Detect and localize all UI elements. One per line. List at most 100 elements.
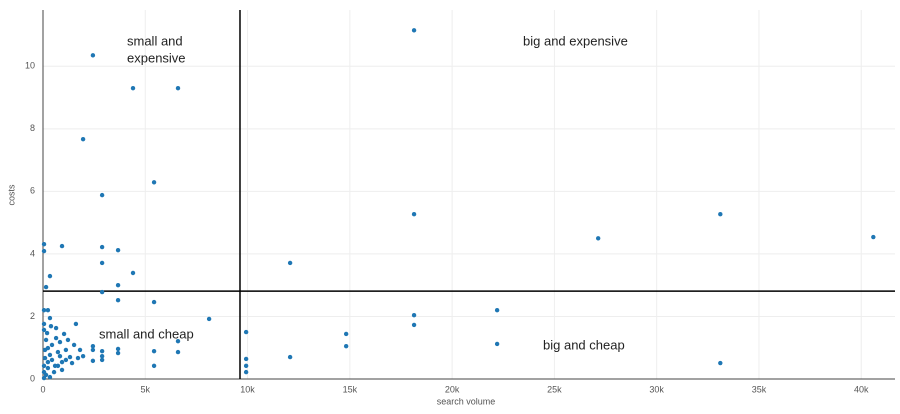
point	[411, 313, 417, 318]
point	[90, 358, 96, 364]
point	[45, 359, 51, 365]
point	[411, 322, 417, 328]
point	[61, 331, 67, 337]
point	[343, 343, 349, 349]
point	[99, 260, 105, 266]
point	[115, 350, 121, 356]
point	[287, 354, 293, 360]
point	[47, 273, 53, 279]
point	[343, 331, 349, 337]
point	[43, 284, 49, 290]
point	[57, 339, 63, 345]
point	[151, 299, 157, 305]
x-tick-label: 40k	[854, 384, 869, 394]
point	[77, 347, 83, 353]
y-tick-label: 8	[30, 123, 35, 133]
point	[151, 180, 157, 185]
point	[175, 338, 181, 344]
point	[65, 337, 71, 343]
point	[55, 363, 61, 369]
point	[243, 329, 249, 335]
y-axis-label: costs	[6, 184, 16, 206]
point	[45, 365, 51, 371]
point	[57, 353, 63, 359]
point	[115, 282, 121, 288]
x-tick-label: 25k	[547, 384, 562, 394]
point	[151, 363, 157, 369]
point	[41, 248, 47, 254]
point	[63, 347, 69, 353]
point	[41, 242, 47, 247]
point	[59, 367, 65, 373]
point	[99, 357, 105, 363]
point	[871, 234, 876, 240]
point	[49, 357, 55, 363]
point	[99, 353, 105, 359]
point	[115, 297, 121, 303]
point	[115, 346, 121, 352]
point	[55, 349, 61, 355]
x-tick-label: 35k	[752, 384, 767, 394]
point	[47, 352, 53, 358]
point	[718, 360, 723, 366]
point	[53, 335, 59, 341]
point	[90, 347, 96, 353]
point	[41, 363, 47, 369]
point	[45, 308, 51, 313]
x-axis-label: search volume	[437, 396, 496, 406]
x-tick-label: 15k	[343, 384, 358, 394]
point	[41, 308, 47, 313]
point	[51, 369, 57, 375]
point	[494, 341, 500, 347]
annotation: big and cheap	[543, 337, 625, 352]
point	[75, 355, 81, 361]
point	[49, 342, 55, 348]
x-tick-label: 0	[40, 384, 45, 394]
point	[44, 330, 50, 336]
x-tick-label: 10k	[240, 384, 255, 394]
point	[41, 375, 47, 381]
point	[130, 270, 136, 276]
point	[99, 244, 105, 250]
y-tick-label: 0	[30, 373, 35, 383]
x-tick-label: 30k	[649, 384, 664, 394]
annotation: expensive	[127, 50, 186, 65]
point	[42, 347, 48, 353]
y-tick-label: 10	[25, 61, 35, 71]
point	[90, 53, 96, 58]
point	[59, 359, 65, 365]
point	[243, 369, 249, 375]
point	[53, 325, 59, 331]
point	[99, 192, 105, 198]
point	[243, 356, 249, 362]
annotation: small and	[127, 33, 183, 48]
point	[411, 212, 417, 217]
point	[67, 354, 73, 360]
point	[287, 260, 293, 266]
point	[175, 349, 181, 355]
point	[80, 136, 86, 142]
point	[80, 353, 86, 359]
point	[90, 343, 96, 349]
point	[43, 337, 49, 343]
point	[71, 342, 77, 348]
x-tick-label: 20k	[445, 384, 460, 394]
point	[47, 315, 53, 321]
point	[41, 327, 47, 333]
point	[63, 357, 69, 363]
annotation: big and expensive	[523, 33, 628, 48]
point	[41, 321, 47, 327]
point	[718, 212, 723, 217]
point	[206, 316, 212, 322]
point	[411, 28, 417, 33]
point	[42, 355, 48, 361]
point	[47, 374, 53, 380]
point	[595, 236, 601, 241]
point	[494, 308, 500, 313]
point	[130, 85, 136, 91]
point	[69, 360, 75, 366]
annotation: small and cheap	[99, 326, 194, 341]
point	[48, 323, 54, 329]
point	[59, 243, 65, 249]
